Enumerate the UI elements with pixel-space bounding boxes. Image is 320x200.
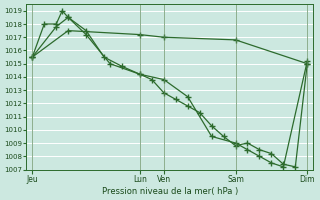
X-axis label: Pression niveau de la mer( hPa ): Pression niveau de la mer( hPa ) [102, 187, 238, 196]
